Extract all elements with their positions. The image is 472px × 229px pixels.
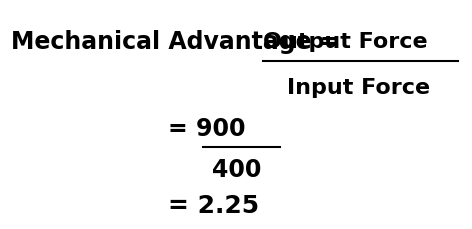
Text: = 2.25: = 2.25 bbox=[169, 193, 260, 217]
Text: = 900: = 900 bbox=[169, 116, 246, 140]
Text: 400: 400 bbox=[212, 157, 262, 181]
Text: Input Force: Input Force bbox=[287, 77, 430, 97]
Text: Mechanical Advantage =: Mechanical Advantage = bbox=[11, 30, 347, 54]
Text: Output Force: Output Force bbox=[263, 32, 428, 52]
